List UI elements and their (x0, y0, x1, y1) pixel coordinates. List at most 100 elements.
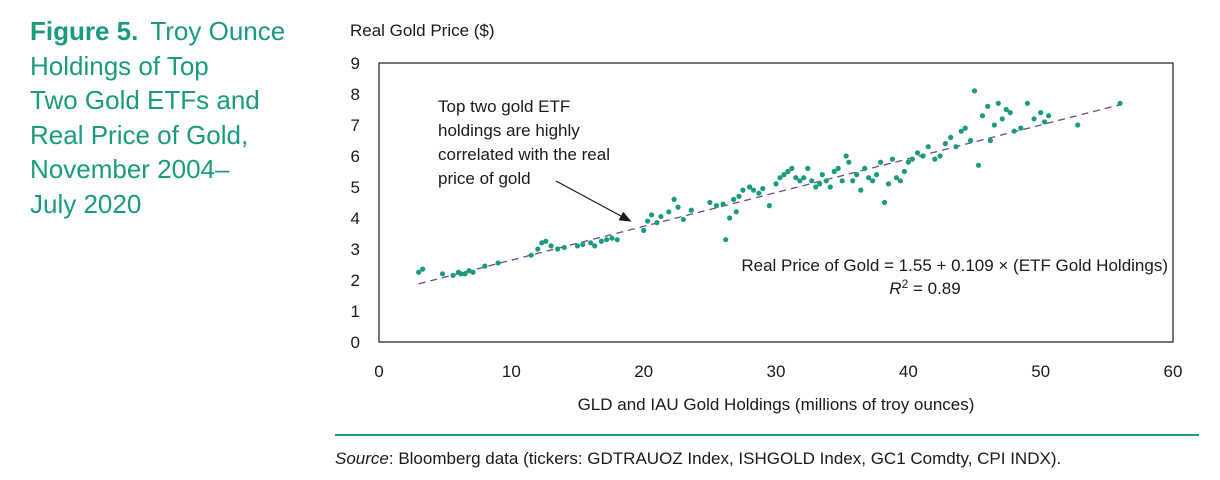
y-tick-label: 6 (351, 147, 360, 166)
data-point (809, 178, 815, 184)
data-point (866, 175, 872, 181)
data-point (588, 240, 594, 246)
annotation-line: price of gold (438, 169, 531, 188)
data-point (641, 227, 647, 233)
data-point (733, 209, 739, 215)
data-point (773, 181, 779, 187)
x-tick-label: 40 (899, 362, 918, 381)
data-point (920, 153, 926, 159)
data-point (937, 153, 943, 159)
data-point (609, 235, 615, 241)
data-point (548, 243, 554, 249)
data-point (835, 165, 841, 171)
scatter-chart: Real Gold Price ($) GLD and IAU Gold Hol… (350, 21, 1182, 414)
data-point (881, 199, 888, 206)
data-point (948, 134, 954, 140)
x-tick-label: 20 (634, 362, 653, 381)
y-tick-label: 8 (351, 85, 360, 104)
data-point (870, 178, 876, 184)
data-point (666, 209, 672, 215)
data-point (495, 260, 501, 266)
y-tick-label: 5 (351, 178, 360, 197)
data-point (877, 159, 884, 165)
source-divider (335, 434, 1199, 436)
data-point (470, 269, 476, 275)
data-point (975, 162, 982, 168)
data-points (416, 88, 1123, 278)
data-point (535, 246, 541, 252)
data-point (909, 156, 915, 162)
data-point (873, 172, 880, 178)
data-point (654, 220, 660, 226)
data-point (561, 244, 567, 251)
data-point (1011, 128, 1017, 134)
data-point (854, 172, 860, 178)
data-point (885, 181, 892, 187)
data-point (932, 156, 938, 162)
data-point (1003, 106, 1009, 113)
data-point (539, 240, 545, 246)
data-point (675, 204, 681, 210)
data-point (1024, 100, 1031, 106)
data-point (645, 218, 651, 224)
y-tick-label: 1 (351, 302, 360, 321)
r-squared: R2 = 0.89 (889, 277, 960, 298)
data-point (846, 159, 852, 165)
source-label: Source (335, 449, 389, 468)
data-point (781, 172, 787, 178)
data-point (967, 137, 974, 144)
figure-title-line-4: Real Price of Gold, (30, 119, 249, 150)
data-point (766, 203, 772, 209)
y-axis-title: Real Gold Price ($) (350, 21, 495, 40)
data-point (987, 137, 993, 144)
annotation-line: Top two gold ETF (438, 97, 570, 116)
data-point (850, 178, 856, 184)
data-point (797, 178, 803, 184)
data-point (962, 125, 968, 131)
y-tick-label: 4 (351, 209, 360, 228)
y-tick-label: 9 (351, 54, 360, 73)
data-point (731, 196, 737, 202)
data-point (416, 269, 422, 275)
data-point (979, 113, 986, 119)
data-point (801, 175, 807, 181)
data-point (985, 103, 991, 109)
data-point (760, 185, 766, 192)
annotation-line: holdings are highly (438, 121, 580, 140)
figure-title-line-3: Two Gold ETFs and (30, 85, 260, 115)
data-point (707, 199, 713, 206)
annotation-line: correlated with the real (438, 145, 610, 164)
data-point (458, 271, 464, 277)
data-point (713, 203, 720, 209)
data-point (543, 238, 549, 244)
data-point (858, 187, 864, 193)
data-point (528, 252, 534, 258)
data-point (1075, 122, 1081, 128)
data-point (649, 212, 655, 218)
figure-title-line-1: Troy Ounce (150, 16, 286, 46)
data-point (1046, 113, 1052, 119)
data-point (823, 178, 829, 184)
data-point (555, 246, 561, 252)
plot-frame (378, 62, 1174, 343)
data-point (805, 165, 811, 171)
data-point (925, 144, 931, 150)
data-point (819, 172, 825, 178)
data-point (658, 213, 664, 220)
data-point (953, 144, 959, 150)
data-point (991, 122, 997, 128)
figure-title-line-5: November 2004– (30, 154, 230, 184)
data-point (914, 150, 921, 156)
data-point (720, 201, 726, 207)
data-point (462, 271, 468, 277)
data-point (843, 153, 849, 159)
data-point (789, 165, 795, 171)
data-point (671, 196, 677, 202)
data-point (420, 266, 426, 272)
data-point (466, 268, 472, 274)
data-point (740, 187, 746, 193)
data-point (785, 168, 791, 175)
data-point (827, 184, 833, 190)
data-point (905, 159, 911, 165)
x-tick-label: 0 (374, 362, 383, 381)
